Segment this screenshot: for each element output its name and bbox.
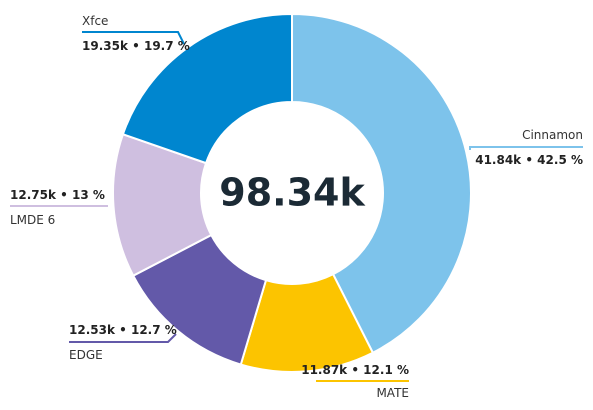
label-leader-lines [10, 31, 583, 382]
slice-labels: Cinnamon 41.84k • 42.5 % MATE 11.87k • 12.1… [10, 14, 583, 400]
leader-line-edge [69, 333, 177, 343]
slice-value-lmde-6: 12.75k • 13 % [10, 188, 105, 202]
leader-line-cinnamon [469, 146, 583, 150]
slice-xfce[interactable] [121, 12, 293, 165]
slice-name-cinnamon: Cinnamon [522, 128, 583, 142]
slice-value-mate: 11.87k • 12.1 % [301, 363, 409, 377]
slice-cinnamon[interactable] [291, 12, 472, 355]
slice-name-lmde-6: LMDE 6 [10, 213, 55, 227]
leader-line-xfce [82, 31, 185, 45]
slice-value-xfce: 19.35k • 19.7 % [82, 39, 190, 53]
slice-value-edge: 12.53k • 12.7 % [69, 323, 177, 337]
total-value: 98.34k [219, 171, 365, 215]
slice-name-edge: EDGE [69, 348, 103, 362]
donut-hole [202, 103, 382, 283]
slice-name-xfce: Xfce [82, 14, 108, 28]
slice-value-cinnamon: 41.84k • 42.5 % [475, 153, 583, 167]
donut-slices [112, 12, 472, 373]
slice-name-mate: MATE [376, 386, 409, 400]
